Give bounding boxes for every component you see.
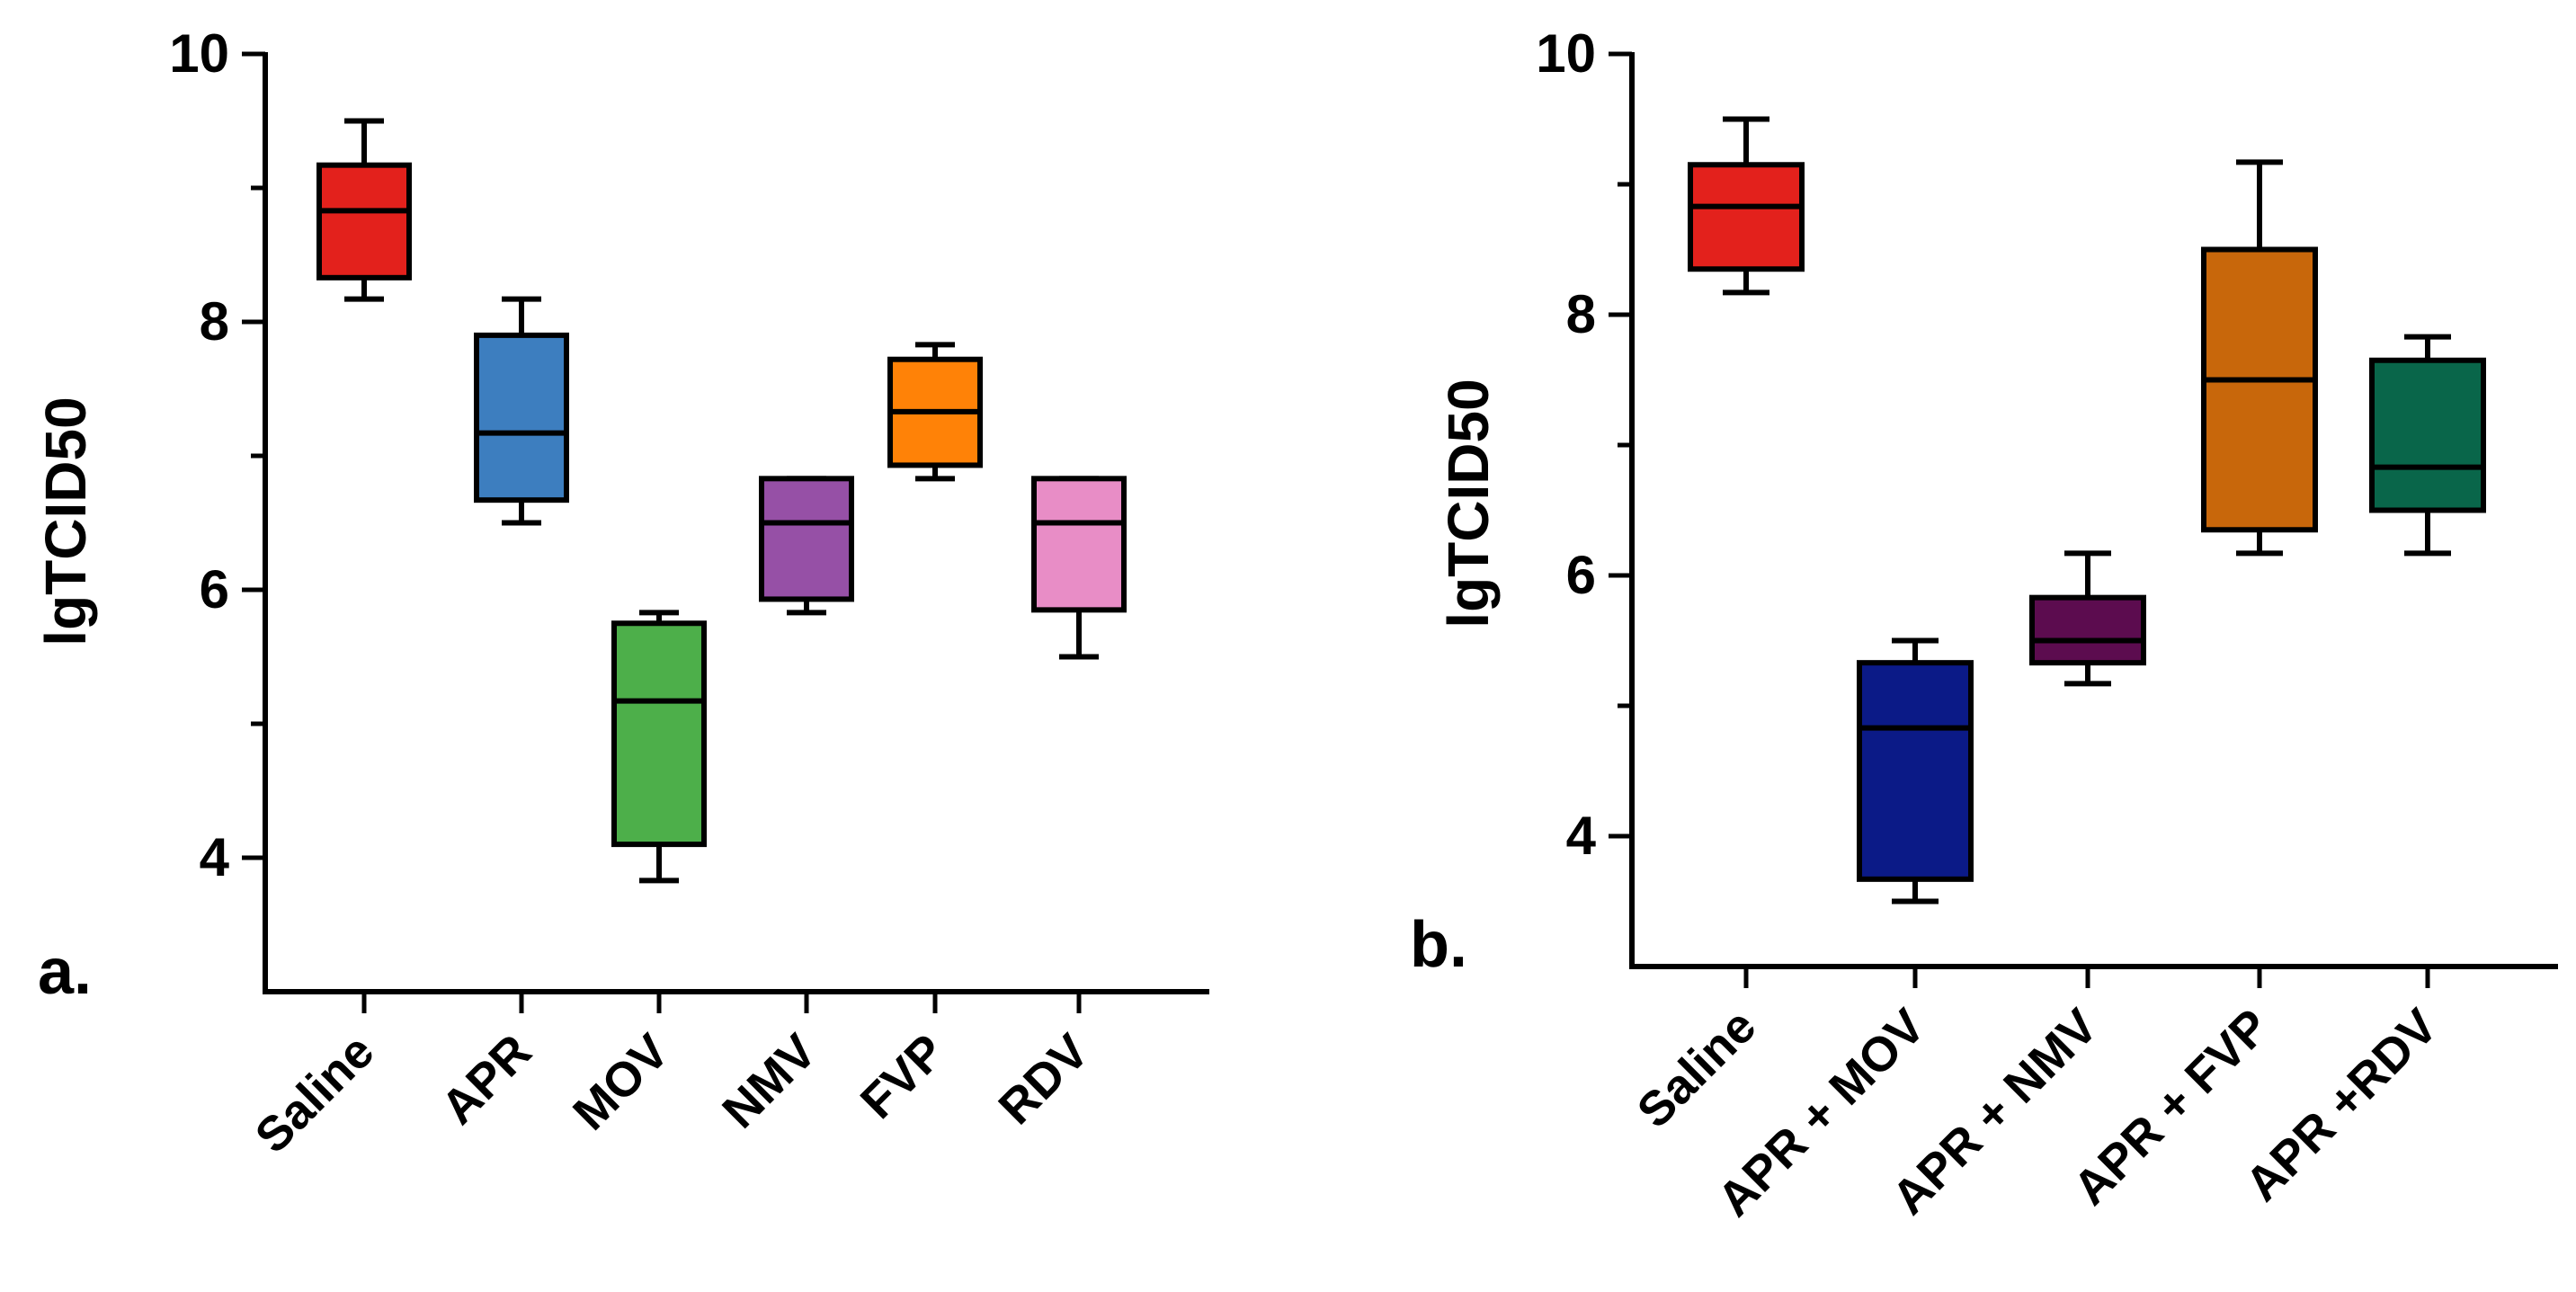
box-nmv: NMV xyxy=(712,476,854,1138)
box-body xyxy=(474,332,569,503)
box-body xyxy=(2369,357,2486,513)
box-body xyxy=(1857,660,1974,882)
panel-a-y-axis-title: lgTCID50 xyxy=(33,397,98,646)
category-label: Saline xyxy=(245,1024,385,1163)
y-tick-label: 8 xyxy=(1566,284,1596,344)
y-tick-label: 6 xyxy=(200,559,229,619)
box-saline: Saline xyxy=(1627,116,1805,1138)
box-body xyxy=(611,620,707,848)
box-apr-fvp: APR + FVP xyxy=(2063,159,2318,1216)
y-tick-label: 6 xyxy=(1566,545,1596,605)
box-body xyxy=(2201,246,2318,533)
category-label: FVP xyxy=(851,1024,956,1129)
box-apr: APR xyxy=(431,296,569,1135)
box-body xyxy=(316,162,412,281)
box-saline: Saline xyxy=(245,118,412,1163)
box-mov: MOV xyxy=(563,610,707,1140)
y-tick-label: 4 xyxy=(200,827,230,887)
panel-b-label: b. xyxy=(1410,909,1467,981)
panel-b-y-axis-title: lgTCID50 xyxy=(1436,379,1501,628)
box-body xyxy=(2029,594,2146,666)
category-label: APR xyxy=(431,1024,541,1135)
box-body xyxy=(1688,162,1805,272)
y-tick-label: 10 xyxy=(1536,23,1596,84)
box-body xyxy=(759,476,854,602)
y-tick-label: 8 xyxy=(200,291,229,352)
panel-a: a. lgTCID50 4 6 8 10 Saline APR MOV NMV FVP RDV xyxy=(33,23,1209,1163)
category-label: MOV xyxy=(563,1024,679,1140)
box-rdv: RDV xyxy=(988,476,1127,1135)
category-label: Saline xyxy=(1627,999,1767,1138)
y-tick-label: 4 xyxy=(1566,806,1597,866)
category-label: NMV xyxy=(712,1024,826,1138)
box-fvp: FVP xyxy=(851,342,983,1129)
panel-a-plot: 4 6 8 10 Saline APR MOV NMV FVP RDV xyxy=(169,23,1209,1163)
box-body xyxy=(1031,476,1127,613)
y-tick-label: 10 xyxy=(169,23,229,84)
box-apr-nmv: APR + NMV xyxy=(1882,550,2146,1225)
category-label: RDV xyxy=(988,1024,1099,1135)
panel-a-label: a. xyxy=(38,936,92,1008)
